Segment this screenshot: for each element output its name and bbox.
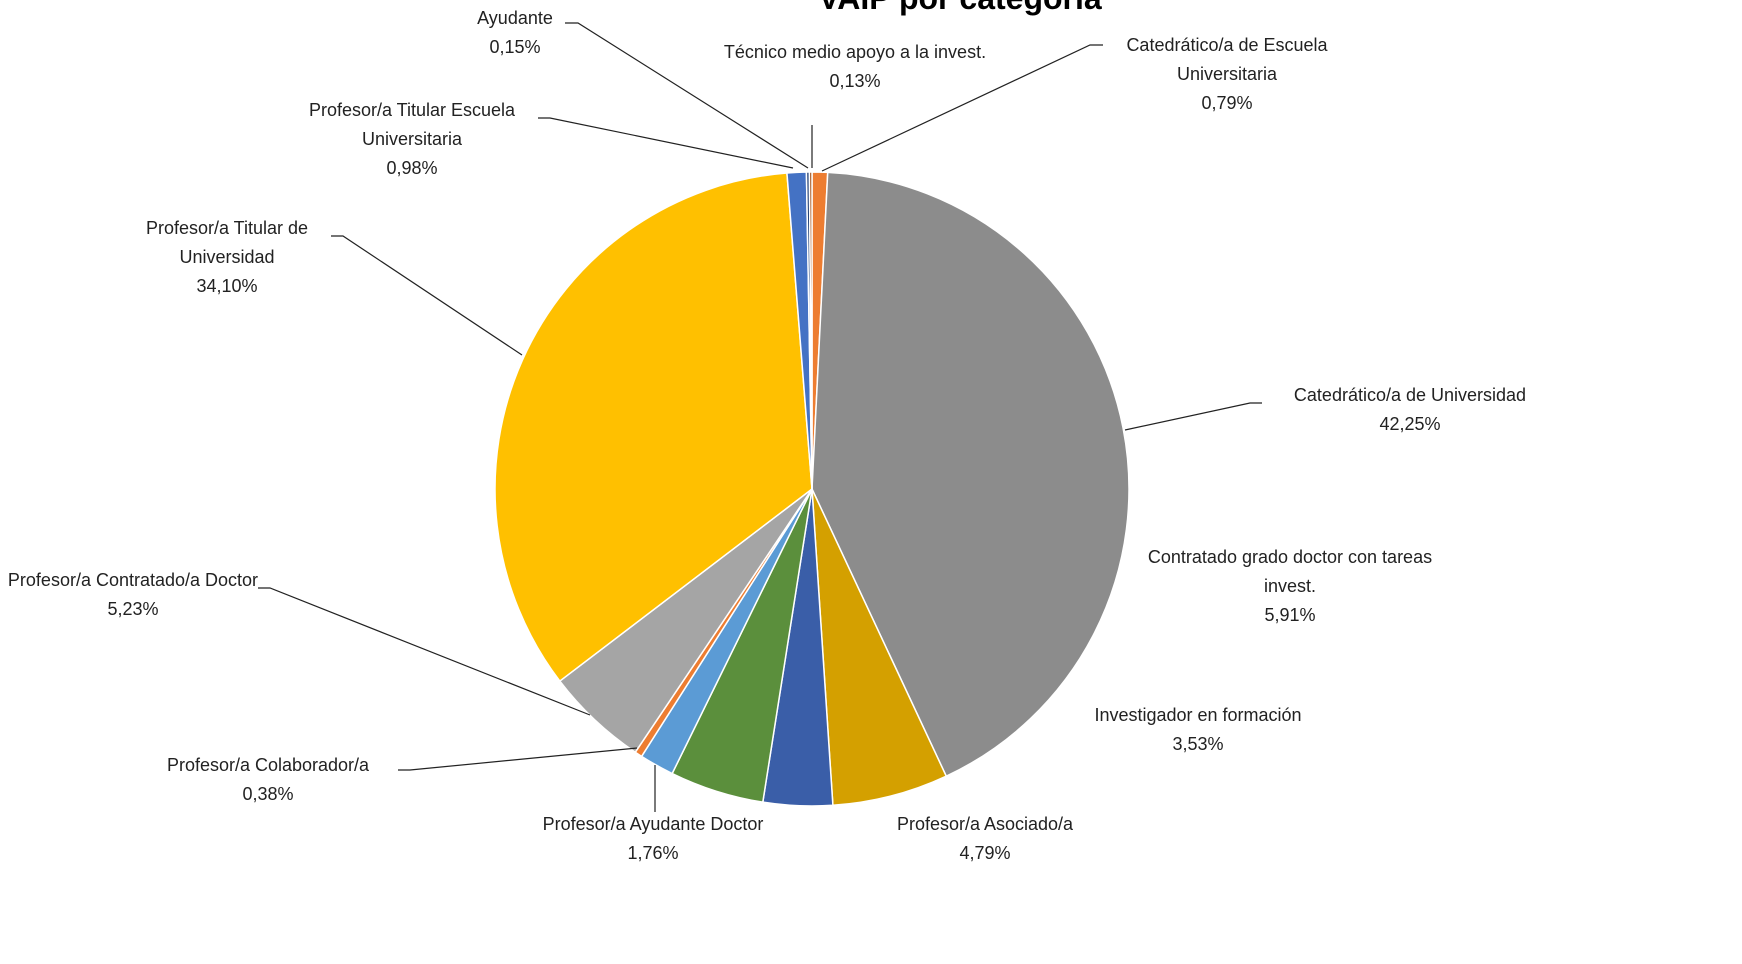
label-name: Profesor/a Titular Escuela Universitaria bbox=[308, 100, 516, 149]
label-value: 4,79% bbox=[959, 843, 1011, 863]
data-label: Contratado grado doctor con tareas inves… bbox=[1140, 543, 1440, 630]
label-name: Técnico medio apoyo a la invest. bbox=[723, 42, 987, 62]
label-value: 0,79% bbox=[1201, 93, 1253, 113]
label-value: 0,13% bbox=[829, 71, 881, 91]
data-label: Catedrático/a de Universidad 42,25% bbox=[1255, 381, 1565, 439]
leader-line bbox=[1124, 402, 1262, 431]
data-label: Profesor/a Titular Escuela Universitaria… bbox=[272, 96, 552, 183]
label-name: Catedrático/a de Universidad bbox=[1293, 385, 1527, 405]
label-value: 1,76% bbox=[627, 843, 679, 863]
label-value: 0,38% bbox=[242, 784, 294, 804]
pie-slice bbox=[808, 171, 813, 490]
label-value: 5,91% bbox=[1264, 605, 1316, 625]
data-label: Técnico medio apoyo a la invest. 0,13% bbox=[720, 38, 990, 96]
leader-line bbox=[258, 587, 591, 716]
chart-title: VAIP por categoría bbox=[760, 0, 1160, 17]
data-label: Profesor/a Asociado/a 4,79% bbox=[835, 810, 1135, 868]
data-label: Profesor/a Colaborador/a 0,38% bbox=[128, 751, 408, 809]
label-name: Catedrático/a de Escuela Universitaria bbox=[1126, 35, 1328, 84]
leader-line bbox=[821, 44, 1103, 172]
leader-line bbox=[398, 747, 638, 771]
label-value: 3,53% bbox=[1172, 734, 1224, 754]
data-label: Investigador en formación 3,53% bbox=[1048, 701, 1348, 759]
data-label: Catedrático/a de Escuela Universitaria 0,… bbox=[1092, 31, 1362, 118]
pie-slice bbox=[811, 171, 1130, 778]
label-name: Profesor/a Colaborador/a bbox=[166, 755, 370, 775]
label-value: 34,10% bbox=[196, 276, 258, 296]
label-name: Ayudante bbox=[477, 8, 553, 28]
data-label: Ayudante 0,15% bbox=[415, 4, 615, 62]
label-value: 0,15% bbox=[489, 37, 541, 57]
leader-line bbox=[565, 22, 809, 169]
label-value: 5,23% bbox=[107, 599, 159, 619]
data-label: Profesor/a Ayudante Doctor 1,76% bbox=[503, 810, 803, 868]
label-name: Profesor/a Contratado/a Doctor bbox=[7, 570, 259, 590]
label-name: Contratado grado doctor con tareas inves… bbox=[1147, 547, 1433, 596]
label-name: Profesor/a Asociado/a bbox=[896, 814, 1074, 834]
data-label: Profesor/a Titular de Universidad 34,10% bbox=[112, 214, 342, 301]
label-name: Investigador en formación bbox=[1094, 705, 1302, 725]
leader-line bbox=[538, 117, 794, 169]
label-name: Profesor/a Titular de Universidad bbox=[145, 218, 309, 267]
pie-slice bbox=[494, 172, 813, 683]
data-label: Profesor/a Contratado/a Doctor 5,23% bbox=[3, 566, 263, 624]
label-value: 0,98% bbox=[386, 158, 438, 178]
label-name: Profesor/a Ayudante Doctor bbox=[542, 814, 764, 834]
leader-line bbox=[331, 235, 523, 356]
label-value: 42,25% bbox=[1379, 414, 1441, 434]
